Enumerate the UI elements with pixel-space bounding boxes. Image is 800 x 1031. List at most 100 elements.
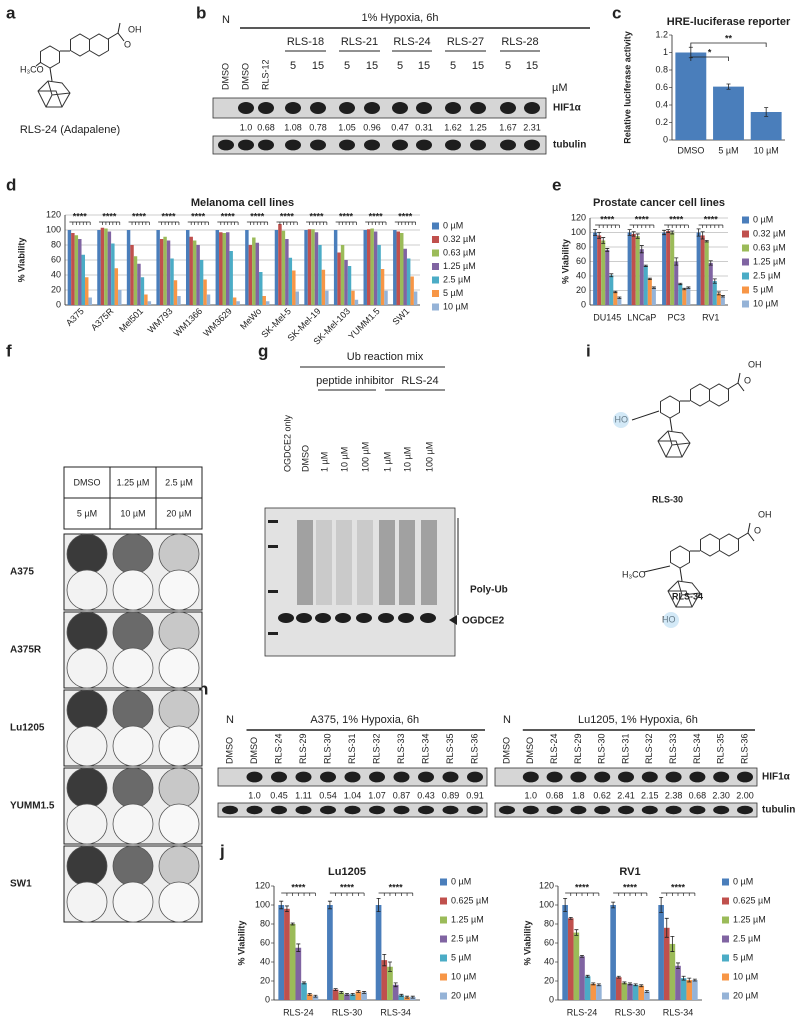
lane-label: RLS-31 — [620, 733, 630, 764]
x-tick-label: RLS-30 — [332, 1007, 363, 1017]
error-bar — [644, 990, 649, 993]
bond — [107, 32, 119, 40]
legend-label: 5 µM — [733, 952, 753, 962]
error-bar — [659, 897, 664, 913]
y-tick-label: 40 — [260, 956, 270, 966]
bar — [295, 291, 300, 305]
bar — [584, 976, 591, 1000]
compound-name: RLS-30 — [652, 494, 683, 504]
bar — [312, 996, 319, 1000]
quantification: 0.43 — [417, 790, 435, 800]
lane-label: DMSO — [525, 737, 535, 764]
bar — [675, 965, 681, 1000]
bar — [306, 994, 313, 1000]
y-tick-label: 60 — [576, 256, 586, 266]
x-tick-label: DU145 — [593, 312, 621, 322]
dose-label: 5 — [290, 60, 296, 72]
error-bar — [393, 982, 398, 988]
band — [295, 805, 312, 815]
bar — [107, 231, 112, 305]
band — [467, 805, 483, 815]
lane-label: RLS-34 — [420, 733, 430, 764]
legend-label: 2.5 µM — [753, 270, 781, 280]
bar — [338, 992, 345, 1000]
quantification: 2.15 — [641, 790, 659, 800]
bar — [373, 231, 378, 305]
bar — [337, 252, 341, 305]
y-tick-label: 120 — [255, 880, 270, 890]
significance: **** — [635, 214, 650, 224]
legend-swatch — [440, 935, 447, 943]
bar — [377, 245, 381, 305]
band — [315, 613, 331, 623]
bar — [255, 242, 260, 305]
bar — [314, 232, 319, 305]
bar — [393, 230, 397, 305]
lane-label: 1 µM — [382, 452, 392, 472]
error-bar — [333, 988, 338, 991]
error-bar — [678, 282, 683, 286]
bar — [670, 232, 675, 305]
bond — [727, 382, 739, 390]
bar — [265, 301, 270, 305]
band — [271, 771, 287, 783]
band-label: tubulin — [762, 805, 795, 816]
band — [296, 613, 312, 623]
lane-label: RLS-29 — [298, 733, 308, 764]
legend-label: 1.25 µM — [733, 914, 766, 924]
error-bar — [611, 901, 616, 909]
bar — [613, 291, 618, 305]
ring — [690, 383, 710, 407]
chart-title: Melanoma cell lines — [191, 197, 294, 209]
bar — [88, 297, 92, 305]
error-bar — [631, 231, 636, 237]
cell-line-label: YUMM1.5 — [10, 801, 55, 812]
band — [445, 139, 461, 151]
bar — [605, 249, 610, 305]
cell-line-label: A375 — [10, 567, 34, 578]
group-label: RLS-24 — [393, 36, 430, 48]
error-bar — [628, 982, 632, 986]
error-bar — [627, 229, 632, 236]
bar — [114, 268, 119, 305]
band — [470, 139, 486, 151]
chem-group: H₃CO — [20, 64, 44, 74]
compound-name: RLS-34 — [672, 591, 703, 601]
error-bar — [563, 897, 568, 913]
error-bar — [399, 993, 404, 997]
significance: **** — [291, 882, 306, 892]
x-tick-label: WM1366 — [172, 306, 205, 339]
bar — [81, 254, 85, 305]
bar — [632, 984, 639, 1000]
bar — [104, 228, 108, 305]
lane-label: DMSO — [249, 737, 259, 764]
significance: **** — [369, 211, 384, 221]
bracket — [690, 56, 729, 61]
error-bar — [720, 295, 725, 298]
legend-label: 10 µM — [753, 298, 778, 308]
bar — [321, 269, 326, 305]
y-tick-label: 0 — [663, 134, 668, 144]
band — [594, 771, 611, 783]
error-bar — [726, 83, 731, 90]
lane-label: 100 µM — [424, 442, 434, 472]
y-tick-label: 0.6 — [655, 82, 668, 92]
well — [112, 569, 154, 611]
lane-label: RLS-36 — [469, 733, 479, 764]
chart-title: RV1 — [619, 866, 640, 878]
significance: **** — [340, 882, 355, 892]
error-bar — [687, 977, 692, 983]
bar — [663, 927, 670, 1000]
error-bar — [296, 943, 301, 952]
band — [737, 771, 753, 783]
bar — [686, 287, 691, 305]
quantification: 2.31 — [523, 122, 541, 132]
panel-label: i — [586, 341, 591, 360]
quantification: 0.47 — [391, 122, 409, 132]
legend-label: 0.32 µM — [443, 234, 476, 244]
quantification: 1.0 — [240, 122, 253, 132]
bar — [219, 232, 223, 305]
bar — [84, 277, 89, 305]
legend-label: 5 µM — [443, 288, 463, 298]
error-bar — [362, 991, 367, 994]
